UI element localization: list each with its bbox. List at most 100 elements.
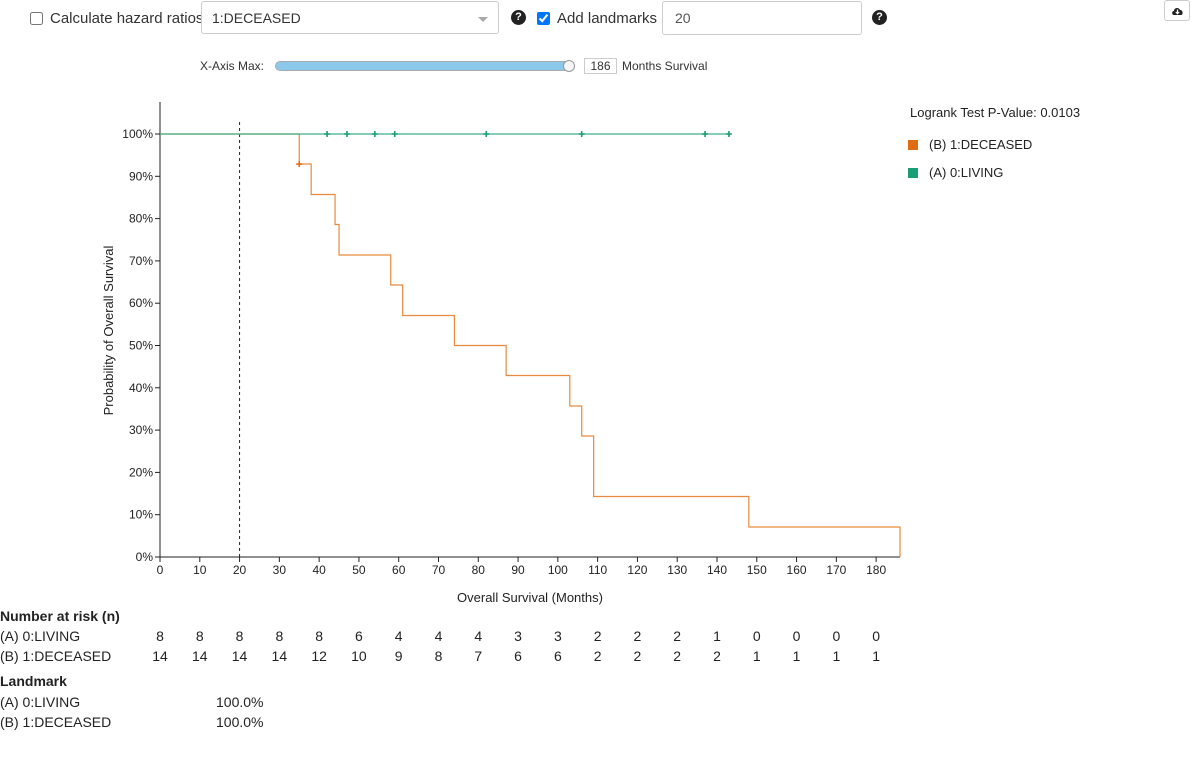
risk-cell: 8 [275,628,284,644]
risk-cell: 8 [156,628,164,644]
risk-cell: 0 [832,628,841,644]
landmark-table-title: Landmark [0,673,67,689]
risk-cell: 8 [195,628,204,644]
x-axis-max-unit: Months Survival [622,59,708,73]
chevron-down-icon [478,17,488,22]
landmark-row-label: (B) 1:DECEASED [0,714,112,730]
risk-cell: 8 [315,628,324,644]
x-tick-label: 160 [787,563,807,577]
censor-mark [371,131,378,137]
x-axis-max-slider[interactable] [275,61,575,71]
censor-mark [296,161,303,168]
risk-cell: 1 [752,648,761,664]
risk-cell: 10 [351,648,367,664]
x-tick-label: 10 [193,563,207,577]
landmark-value: 100.0% [216,694,264,710]
risk-cell: 0 [752,628,761,644]
group-select-value: 1:DECEASED [212,10,301,26]
risk-cell: 6 [355,628,363,644]
legend-entry: (B) 1:DECEASED [929,137,1032,152]
x-tick-label: 20 [233,563,247,577]
risk-cell: 3 [514,628,522,644]
x-tick-label: 80 [472,563,486,577]
risk-cell: 3 [553,628,562,644]
hazard-ratios-label: Calculate hazard ratios [50,10,204,27]
risk-cell: 2 [593,648,602,664]
risk-cell: 1 [832,648,841,664]
group-select[interactable]: 1:DECEASED [201,1,499,34]
risk-cell: 2 [713,648,721,664]
x-axis-max-value[interactable]: 186 [584,58,617,74]
x-tick-label: 150 [747,563,767,577]
risk-cell: 7 [474,648,483,664]
risk-cell: 1 [713,628,721,644]
y-tick-label: 90% [129,169,153,183]
landmark-value: 100.0% [216,714,264,730]
x-tick-label: 50 [352,563,366,577]
legend-entry: (A) 0:LIVING [929,165,1003,180]
x-tick-label: 30 [273,563,287,577]
risk-cell: 2 [633,628,642,644]
censor-mark [725,131,732,137]
risk-cell: 4 [434,628,443,644]
x-axis-max-slider-row: X-Axis Max: 186 Months Survival [0,58,800,76]
y-axis-label: Probability of Overall Survival [101,245,116,415]
add-landmarks-label: Add landmarks [557,10,658,27]
risk-cell: 12 [311,648,327,664]
legend-swatch [908,168,918,178]
risk-cell: 2 [593,628,602,644]
x-tick-label: 40 [312,563,326,577]
x-tick-label: 140 [707,563,727,577]
risk-cell: 14 [191,648,208,664]
risk-cell: 2 [633,648,642,664]
add-landmarks-checkbox[interactable] [537,12,550,25]
censor-mark [483,131,490,137]
risk-cell: 4 [474,628,483,644]
censor-mark [324,131,331,137]
risk-cell: 0 [792,628,801,644]
y-tick-label: 10% [129,508,153,522]
hazard-ratios-checkbox[interactable] [30,12,43,25]
download-button[interactable] [1164,0,1190,21]
risk-cell: 8 [235,628,244,644]
censor-mark [343,131,350,137]
y-tick-label: 60% [129,296,153,310]
cloud-download-icon [1172,8,1183,15]
risk-cell: 2 [673,628,682,644]
risk-cell: 6 [553,648,562,664]
landmark-row-label: (A) 0:LIVING [0,694,81,710]
y-tick-label: 20% [129,465,153,479]
risk-cell: 2 [673,648,682,664]
logrank-pvalue: Logrank Test P-Value: 0.0103 [910,105,1080,120]
x-tick-label: 180 [866,563,886,577]
risk-cell: 14 [152,648,168,664]
x-tick-label: 90 [511,563,525,577]
risk-row-label: (A) 0:LIVING [0,628,81,644]
legend-swatch [908,140,918,150]
risk-cell: 0 [872,628,881,644]
slider-handle[interactable] [563,60,575,72]
x-tick-label: 110 [588,563,607,577]
x-axis-max-label: X-Axis Max: [200,59,265,73]
y-tick-label: 50% [129,339,153,353]
censor-mark [578,131,585,137]
y-tick-label: 100% [122,127,153,141]
risk-cell: 1 [792,648,801,664]
risk-cell: 14 [231,648,248,664]
x-tick-label: 100 [548,563,568,577]
censor-mark [702,131,709,137]
help-icon[interactable]: ? [511,10,526,25]
slider-fill [276,62,574,70]
risk-cell: 4 [394,628,403,644]
help-icon[interactable]: ? [872,10,887,25]
y-tick-label: 40% [129,381,153,395]
risk-cell: 9 [394,648,403,664]
y-tick-label: 80% [129,212,153,226]
x-tick-label: 60 [392,563,406,577]
y-tick-label: 70% [129,254,153,268]
landmark-input[interactable] [662,1,862,35]
risk-cell: 14 [271,648,288,664]
x-tick-label: 70 [432,563,446,577]
risk-cell: 8 [434,648,443,664]
x-tick-label: 0 [157,563,164,577]
